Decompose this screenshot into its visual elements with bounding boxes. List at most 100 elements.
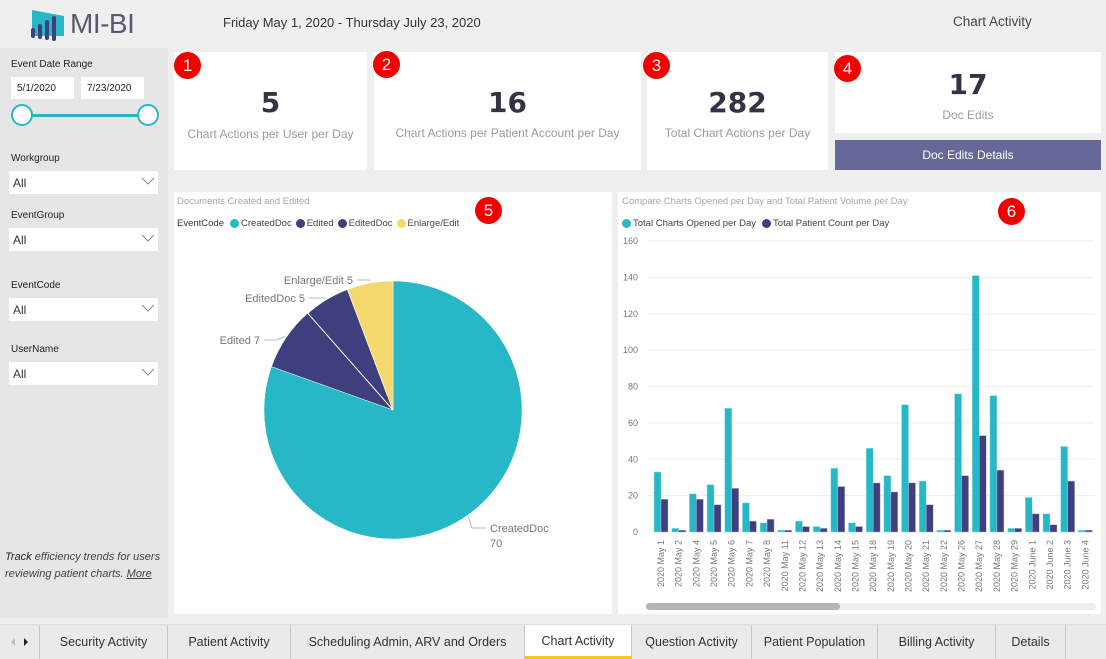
bar-charts-opened[interactable] xyxy=(830,468,839,533)
bar-patient-count[interactable] xyxy=(837,486,846,533)
callout-badge-5: 5 xyxy=(475,197,502,224)
bar-charts-opened[interactable] xyxy=(706,484,715,533)
bar-charts-opened[interactable] xyxy=(989,395,998,533)
tab-chart-activity[interactable]: Chart Activity xyxy=(525,625,632,659)
bar-patient-count[interactable] xyxy=(749,520,757,533)
date-slider-track[interactable] xyxy=(22,114,148,117)
x-tick-label: 2020 May 18 xyxy=(868,540,878,592)
eventgroup-dropdown[interactable]: All xyxy=(9,228,158,251)
more-link[interactable]: More xyxy=(126,568,152,580)
bar-charts-opened[interactable] xyxy=(653,471,662,533)
bar-charts-opened[interactable] xyxy=(1078,529,1086,533)
bar-chart-scrollbar[interactable] xyxy=(646,603,1096,610)
bar-charts-opened[interactable] xyxy=(936,529,945,533)
y-tick-label: 0 xyxy=(633,527,638,537)
bar-charts-opened[interactable] xyxy=(759,522,768,533)
bar-charts-opened[interactable] xyxy=(777,529,786,533)
username-dropdown[interactable]: All xyxy=(9,362,158,385)
bar-patient-count[interactable] xyxy=(855,526,863,533)
y-tick-label: 40 xyxy=(628,454,638,464)
pie-legend: EventCode CreatedDoc Edited EditedDoc En… xyxy=(177,218,459,229)
tab-patient-population[interactable]: Patient Population xyxy=(752,625,878,659)
legend-item[interactable]: Edited xyxy=(306,218,334,229)
bar-patient-count[interactable] xyxy=(1049,524,1058,533)
bar-patient-count[interactable] xyxy=(872,482,881,533)
legend-item[interactable]: Total Patient Count per Day xyxy=(773,218,890,229)
tab-question-activity[interactable]: Question Activity xyxy=(632,625,752,659)
bar-patient-count[interactable] xyxy=(731,488,739,533)
logo-bars-icon xyxy=(31,10,64,41)
tab-scheduling[interactable]: Scheduling Admin, ARV and Orders xyxy=(291,625,525,659)
date-slider-start-handle[interactable] xyxy=(11,104,33,126)
callout-badge-3: 3 xyxy=(643,52,670,79)
workgroup-dropdown[interactable]: All xyxy=(9,171,158,194)
username-label: UserName xyxy=(11,344,59,355)
bar-patient-count[interactable] xyxy=(996,469,1005,533)
tab-details[interactable]: Details xyxy=(996,625,1066,659)
date-slider-end-handle[interactable] xyxy=(137,104,159,126)
legend-item[interactable]: EditedDoc xyxy=(348,218,393,229)
bar-patient-count[interactable] xyxy=(943,529,952,533)
bar-patient-count[interactable] xyxy=(766,519,775,533)
bar-charts-opened[interactable] xyxy=(918,480,927,533)
bar-patient-count[interactable] xyxy=(696,499,704,533)
bar-patient-count[interactable] xyxy=(784,529,793,533)
bar-chart-scroll-thumb[interactable] xyxy=(646,603,840,610)
pie-data-label: Edited 7 xyxy=(220,335,260,347)
bar-charts-opened[interactable] xyxy=(954,393,962,533)
tab-next-icon[interactable] xyxy=(23,638,29,646)
y-tick-label: 120 xyxy=(623,309,638,319)
bar-patient-count[interactable] xyxy=(1085,529,1093,533)
bar-charts-opened[interactable] xyxy=(901,404,909,533)
kpi-card-doc-edits: 17 Doc Edits xyxy=(835,52,1101,133)
bar-patient-count[interactable] xyxy=(925,504,934,533)
bar-patient-count[interactable] xyxy=(713,504,722,533)
legend-item[interactable]: Total Charts Opened per Day xyxy=(633,218,757,229)
bar-charts-opened[interactable] xyxy=(671,528,679,533)
x-tick-label: 2020 June 3 xyxy=(1063,540,1073,590)
x-tick-label: 2020 May 2 xyxy=(674,540,684,587)
bar-patient-count[interactable] xyxy=(1067,480,1075,533)
end-date-input[interactable]: 7/23/2020 xyxy=(81,77,144,99)
bar-charts-opened[interactable] xyxy=(795,520,803,533)
x-tick-label: 2020 May 19 xyxy=(886,540,896,592)
bar-charts-opened[interactable] xyxy=(1060,446,1068,533)
start-date-input[interactable]: 5/1/2020 xyxy=(11,77,74,99)
bar-charts-opened[interactable] xyxy=(742,502,750,533)
tab-security-activity[interactable]: Security Activity xyxy=(40,625,168,659)
bar-charts-opened[interactable] xyxy=(883,475,892,533)
bar-patient-count[interactable] xyxy=(978,435,987,533)
bar-charts-opened[interactable] xyxy=(689,493,697,533)
bar-patient-count[interactable] xyxy=(819,528,828,533)
tab-patient-activity[interactable]: Patient Activity xyxy=(168,625,291,659)
kpi-card-actions-per-patient: 16 Chart Actions per Patient Account per… xyxy=(374,52,641,170)
legend-item[interactable]: CreatedDoc xyxy=(241,218,292,229)
bar-charts-opened[interactable] xyxy=(865,448,874,533)
bar-charts-opened[interactable] xyxy=(724,408,732,533)
bar-charts-opened[interactable] xyxy=(1025,497,1033,533)
bar-patient-count[interactable] xyxy=(660,499,669,533)
legend-dot-icon xyxy=(396,219,406,228)
bar-patient-count[interactable] xyxy=(1014,528,1022,533)
bar-patient-count[interactable] xyxy=(802,526,810,533)
bar-patient-count[interactable] xyxy=(890,491,899,533)
kpi-label: Total Chart Actions per Day xyxy=(664,126,811,140)
tab-prev-icon[interactable] xyxy=(10,638,16,646)
bar-patient-count[interactable] xyxy=(1032,513,1040,533)
bar-patient-count[interactable] xyxy=(678,529,686,533)
bar-patient-count[interactable] xyxy=(961,475,969,533)
x-tick-label: 2020 May 11 xyxy=(780,540,790,591)
tab-billing-activity[interactable]: Billing Activity xyxy=(878,625,996,659)
pie-legend-title: EventCode xyxy=(177,218,225,229)
eventcode-dropdown[interactable]: All xyxy=(9,298,158,321)
bar-patient-count[interactable] xyxy=(908,482,916,533)
bar-charts-opened[interactable] xyxy=(1042,513,1051,533)
legend-item[interactable]: Enlarge/Edit xyxy=(407,218,460,229)
bar-charts-opened[interactable] xyxy=(812,526,821,533)
bar-charts-opened[interactable] xyxy=(848,522,856,533)
pie-slice-enlarge-edit[interactable] xyxy=(347,280,394,411)
logo-text: MI-BI xyxy=(70,8,135,39)
bar-charts-opened[interactable] xyxy=(1007,528,1015,533)
bar-charts-opened[interactable] xyxy=(971,275,980,533)
doc-edits-details-button[interactable]: Doc Edits Details xyxy=(835,140,1101,170)
